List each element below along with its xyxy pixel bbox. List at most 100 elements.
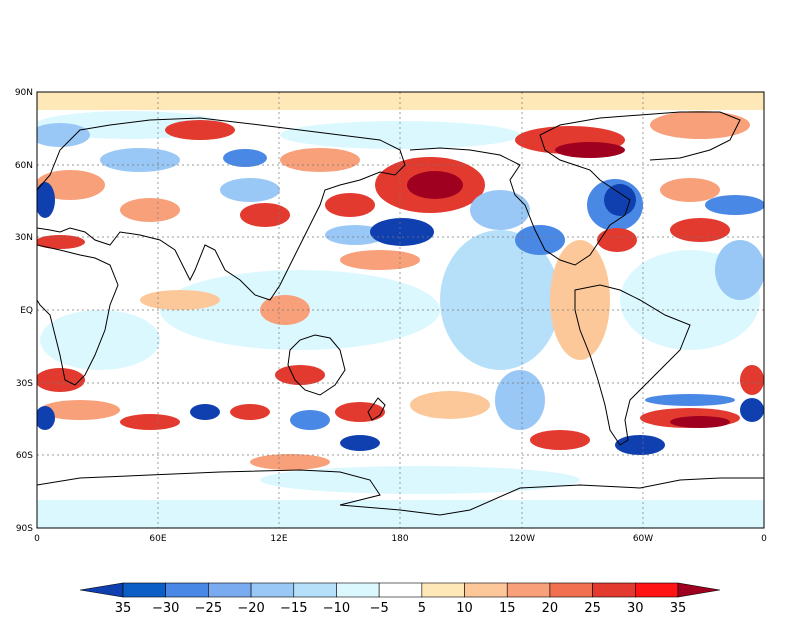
anomaly-blob bbox=[280, 121, 520, 149]
colorbar-swatch bbox=[421, 582, 465, 598]
anomaly-blob bbox=[604, 184, 636, 216]
anomaly-blob bbox=[555, 142, 625, 158]
anomaly-blob bbox=[740, 398, 764, 422]
colorbar-label: 20 bbox=[542, 601, 559, 616]
colorbar-over-triangle bbox=[677, 582, 721, 598]
colorbar-label: −20 bbox=[237, 601, 264, 616]
colorbar-label: 35 bbox=[670, 601, 687, 616]
longitude-labels: 0 60E 12E 180 120W 60W 0 bbox=[34, 534, 767, 544]
anomaly-blob bbox=[37, 123, 90, 147]
anomaly-blob bbox=[40, 310, 160, 370]
anomaly-blob bbox=[407, 171, 463, 199]
anomaly-blob bbox=[470, 190, 530, 230]
coastline-new-zealand bbox=[367, 397, 386, 421]
anomaly-blob bbox=[340, 435, 380, 451]
coastline-europe-asia bbox=[37, 117, 406, 301]
lon-label: 120W bbox=[509, 534, 535, 544]
colorbar-label: 30 bbox=[627, 601, 644, 616]
colorbar-swatch bbox=[293, 582, 337, 598]
lat-label: 30S bbox=[16, 379, 33, 389]
colorbar-under-triangle bbox=[79, 582, 124, 598]
anomaly-blob bbox=[670, 218, 730, 242]
anomaly-blob bbox=[190, 404, 220, 420]
latitude-labels: 90N 60N 30N EQ 30S 60S 90S bbox=[15, 88, 33, 534]
anomaly-blob bbox=[260, 466, 580, 494]
anomaly-blob bbox=[440, 230, 560, 370]
anomaly-blob bbox=[37, 406, 55, 430]
colorbar-label: 25 bbox=[584, 601, 601, 616]
anomaly-blob bbox=[223, 149, 267, 167]
lon-label: 180 bbox=[391, 534, 408, 544]
anomaly-blob bbox=[660, 178, 720, 202]
anomaly-blob bbox=[220, 178, 280, 202]
colorbar-swatch bbox=[208, 582, 252, 598]
anomaly-blob bbox=[410, 391, 490, 419]
colorbar-label: −15 bbox=[280, 601, 307, 616]
colorbar-swatch bbox=[592, 582, 636, 598]
colorbar-swatch bbox=[336, 582, 380, 598]
anomaly-blob bbox=[120, 198, 180, 222]
lon-label: 0 bbox=[34, 534, 40, 544]
graticule bbox=[37, 92, 764, 528]
colorbar-label: 15 bbox=[499, 601, 516, 616]
lat-label: 60N bbox=[15, 161, 33, 171]
anomaly-blob bbox=[37, 182, 55, 218]
anomaly-blob bbox=[650, 111, 750, 139]
colorbar-label: 35 bbox=[115, 601, 132, 616]
anomaly-blob bbox=[670, 416, 730, 428]
lon-label: 0 bbox=[761, 534, 767, 544]
coastline-south-america bbox=[574, 284, 691, 446]
anomaly-blob bbox=[275, 365, 325, 385]
coastlines bbox=[37, 111, 764, 516]
anomaly-blob bbox=[290, 410, 330, 430]
anomaly-blob bbox=[165, 120, 235, 140]
lat-label: 60S bbox=[16, 451, 33, 461]
colorbar-label: 5 bbox=[418, 601, 426, 616]
anomaly-blob bbox=[37, 368, 85, 392]
anomaly-blob bbox=[280, 148, 360, 172]
anomaly-blob bbox=[645, 394, 735, 406]
anomaly-blob bbox=[250, 454, 330, 470]
lat-label: 90N bbox=[15, 88, 33, 98]
anomaly-blob bbox=[340, 250, 420, 270]
colorbar-label: 10 bbox=[456, 601, 473, 616]
lon-label: 60W bbox=[633, 534, 653, 544]
anomaly-blob bbox=[40, 400, 120, 420]
colorbar: 35 −30 −25 −20 −15 −10 −5 5 10 15 20 25 30 35 bbox=[79, 582, 721, 616]
coastline-antarctica bbox=[37, 469, 764, 516]
colorbar-swatch bbox=[464, 582, 508, 598]
colorbar-swatch bbox=[635, 582, 679, 598]
anomaly-blob bbox=[140, 290, 220, 310]
colorbar-label: −25 bbox=[195, 601, 222, 616]
polar-band-south bbox=[37, 500, 764, 528]
polar-band-north bbox=[37, 92, 764, 110]
anomaly-blob bbox=[335, 402, 385, 422]
anomaly-blob bbox=[230, 404, 270, 420]
colorbar-label: −10 bbox=[323, 601, 350, 616]
anomaly-blob bbox=[705, 195, 764, 215]
anomaly-blob bbox=[370, 218, 434, 246]
anomaly-blob bbox=[615, 435, 665, 455]
anomaly-blob bbox=[325, 193, 375, 217]
anomaly-blob bbox=[325, 225, 385, 245]
colorbar-swatch bbox=[165, 582, 209, 598]
map-frame bbox=[36, 91, 765, 529]
coastline-australia bbox=[287, 334, 346, 396]
anomaly-blob bbox=[530, 430, 590, 450]
anomaly-blob bbox=[715, 240, 764, 300]
colorbar-swatch bbox=[250, 582, 295, 598]
anomaly-blob bbox=[740, 365, 764, 395]
colorbar-swatch bbox=[378, 582, 423, 598]
colorbar-label: −5 bbox=[370, 601, 389, 616]
anomaly-blob bbox=[260, 295, 310, 325]
lon-label: 60E bbox=[149, 534, 166, 544]
anomaly-blob bbox=[120, 414, 180, 430]
colorbar-label: −30 bbox=[152, 601, 179, 616]
anomaly-blob bbox=[37, 235, 85, 249]
anomaly-blob bbox=[240, 203, 290, 227]
lat-label: 90S bbox=[16, 524, 33, 534]
colorbar-swatch bbox=[122, 582, 166, 598]
anomaly-blob bbox=[100, 148, 180, 172]
colorbar-swatch bbox=[549, 582, 593, 598]
